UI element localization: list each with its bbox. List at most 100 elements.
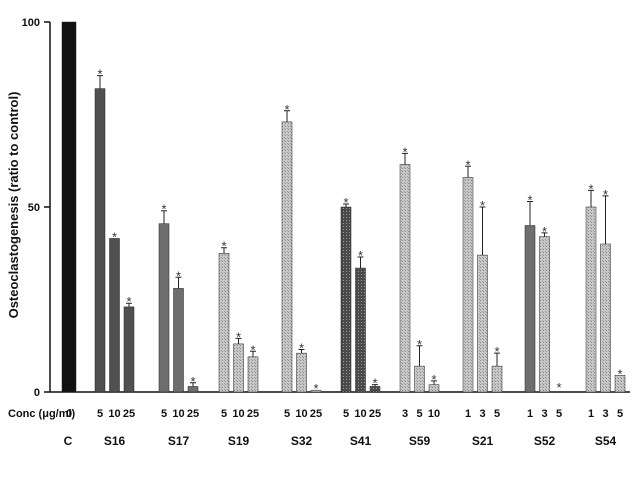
conc-tick-s32-5: 5 — [284, 408, 290, 420]
significance-marker-s52-5: * — [556, 380, 561, 395]
error-bar-s21-1 — [465, 165, 471, 178]
bar-s32-25 — [310, 389, 322, 393]
error-bar-s21-5 — [494, 352, 500, 367]
error-bar-s19-5 — [221, 247, 227, 254]
conc-tick-s41-10: 10 — [354, 408, 366, 420]
bar-s41-5 — [340, 206, 352, 393]
group-label-s41: S41 — [350, 434, 372, 448]
significance-marker-s17-10: * — [176, 268, 181, 283]
significance-marker-s54-3: * — [603, 187, 608, 202]
bar-s17-10 — [173, 288, 184, 393]
conc-tick-s52-3: 3 — [541, 408, 547, 420]
significance-marker-s52-3: * — [542, 224, 547, 239]
conc-tick-s16-5: 5 — [97, 408, 103, 420]
error-bar-s17-25 — [190, 382, 196, 387]
error-bar-s41-5 — [343, 203, 349, 207]
conc-tick-s41-5: 5 — [343, 408, 349, 420]
conc-tick-c-0: 0 — [66, 408, 72, 420]
bar-s21-1 — [462, 177, 474, 393]
group-label-s21: S21 — [472, 434, 494, 448]
conc-tick-s32-25: 25 — [310, 408, 322, 420]
error-bar-s54-3 — [602, 195, 609, 244]
significance-marker-s59-3: * — [402, 144, 407, 159]
y-axis-label: Osteoclastogenesis (ratio to control) — [6, 92, 21, 319]
group-label-c: C — [64, 434, 73, 448]
bar-s59-3 — [399, 164, 411, 393]
error-bar-s52-1 — [527, 200, 533, 226]
significance-marker-s21-1: * — [465, 157, 470, 172]
error-bar-s16-5 — [97, 75, 103, 89]
conc-tick-s54-3: 3 — [602, 408, 608, 420]
bar-s19-10 — [233, 343, 244, 393]
bar-s16-25 — [123, 306, 135, 393]
conc-tick-s16-25: 25 — [123, 408, 135, 420]
group-label-s52: S52 — [534, 434, 556, 448]
group-label-s19: S19 — [228, 434, 250, 448]
bars-layer — [61, 21, 626, 393]
bar-c-0 — [61, 21, 77, 393]
bar-s19-5 — [218, 253, 230, 393]
significance-marker-s21-5: * — [494, 344, 499, 359]
y-tick-label-100: 100 — [22, 17, 40, 29]
significance-marker-s54-5: * — [617, 366, 622, 381]
significance-marker-s19-10: * — [236, 329, 241, 344]
error-bar-s59-10 — [431, 380, 437, 385]
bar-s32-10 — [296, 352, 307, 393]
bar-s52-1 — [524, 225, 536, 393]
error-bar-s21-3 — [479, 206, 486, 256]
bar-s41-10 — [355, 267, 366, 393]
conc-tick-s19-5: 5 — [221, 408, 227, 420]
bar-s16-10 — [109, 238, 120, 393]
conc-tick-s59-3: 3 — [402, 408, 408, 420]
conc-tick-s21-1: 1 — [465, 408, 471, 420]
significance-marker-s19-25: * — [250, 342, 255, 357]
group-label-s17: S17 — [168, 434, 190, 448]
error-bar-s32-10 — [298, 348, 305, 354]
group-label-s32: S32 — [291, 434, 313, 448]
conc-tick-s52-1: 1 — [527, 408, 533, 420]
bar-s21-3 — [477, 254, 488, 393]
conc-tick-s54-1: 1 — [588, 408, 594, 420]
labels-layer: 0 C * 5 * 10 * 25 S16 * 5 * 10 * 25 S17 * 5 * 10 * 25 S19 * 5 * 10… — [64, 67, 623, 448]
bar-s54-5 — [614, 375, 626, 393]
conc-tick-s32-10: 10 — [295, 408, 307, 420]
y-tick-label-0: 0 — [34, 387, 40, 399]
significance-marker-s16-5: * — [97, 67, 102, 82]
significance-marker-s21-3: * — [480, 198, 485, 213]
conc-tick-s52-5: 5 — [556, 408, 562, 420]
bar-s17-5 — [158, 223, 170, 393]
significance-marker-s59-10: * — [431, 372, 436, 387]
conc-tick-s21-3: 3 — [479, 408, 485, 420]
error-bar-s52-3 — [541, 232, 548, 237]
group-label-s59: S59 — [409, 434, 431, 448]
error-bar-s41-10 — [357, 256, 364, 269]
significance-marker-s41-5: * — [343, 195, 348, 210]
significance-marker-s59-5: * — [417, 337, 422, 352]
significance-marker-s32-5: * — [284, 102, 289, 117]
bar-s59-5 — [414, 365, 425, 393]
bar-s21-5 — [491, 365, 503, 393]
conc-tick-s19-10: 10 — [232, 408, 244, 420]
conc-tick-s59-10: 10 — [428, 408, 440, 420]
significance-marker-s32-25: * — [313, 381, 318, 396]
significance-marker-s16-25: * — [126, 294, 131, 309]
significance-marker-s17-5: * — [161, 202, 166, 217]
bar-s19-25 — [247, 356, 259, 393]
y-tick-label-50: 50 — [28, 202, 40, 214]
conc-tick-s59-5: 5 — [416, 408, 422, 420]
conc-tick-s16-10: 10 — [108, 408, 120, 420]
significance-marker-s52-1: * — [527, 192, 532, 207]
group-label-s16: S16 — [104, 434, 126, 448]
error-bar-s41-25 — [372, 384, 378, 387]
significance-marker-s17-25: * — [190, 374, 195, 389]
conc-label: Conc (μg/ml) — [8, 408, 76, 420]
error-bar-s16-25 — [126, 302, 132, 307]
error-bar-s19-10 — [235, 337, 242, 344]
error-bar-s17-5 — [161, 210, 167, 224]
significance-marker-s16-10: * — [112, 229, 117, 244]
conc-tick-s19-25: 25 — [247, 408, 259, 420]
significance-marker-s32-10: * — [299, 340, 304, 355]
significance-marker-s54-1: * — [588, 181, 593, 196]
conc-tick-s17-5: 5 — [161, 408, 167, 420]
